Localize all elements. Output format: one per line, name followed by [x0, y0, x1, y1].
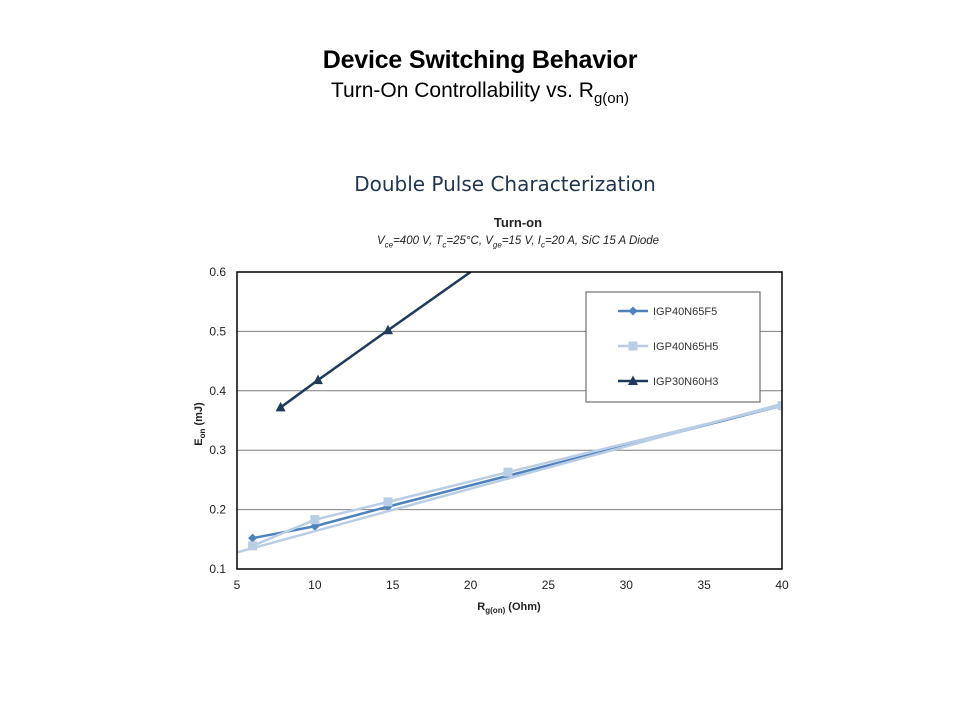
tick-labels: 0.1 0.2 0.3 0.4 0.5 0.6 5 10 15 20 25 30 35 40 — [209, 265, 789, 592]
data-point-igp40n65h5 — [503, 467, 513, 477]
y-tick-label: 0.2 — [209, 503, 226, 517]
legend-label-igp30n60h3: IGP30N60H3 — [653, 376, 718, 388]
data-point-igp40n65f5 — [248, 533, 258, 543]
legend-marker-igp40n65f5 — [628, 306, 638, 316]
y-tick-label: 0.6 — [209, 265, 226, 279]
cond-vce-value: =400 V, — [393, 235, 436, 247]
data-point-igp30n60h3 — [312, 374, 323, 385]
slide-subtitle-main: Turn-On Controllability vs. R — [331, 79, 594, 102]
x-tick-label: 25 — [542, 578, 556, 592]
chart-title: Turn-on — [493, 215, 543, 230]
cond-tc-sub: c — [442, 240, 447, 250]
legend-box — [585, 291, 761, 403]
y-tick-label: 0.5 — [209, 324, 226, 338]
legend-marker-igp30n60h3 — [628, 375, 638, 385]
data-point-igp40n65h5 — [777, 401, 782, 411]
plot-frame — [236, 271, 783, 570]
x-tick-label: 10 — [308, 578, 322, 592]
data-point-igp40n65h5 — [383, 497, 393, 507]
cond-tc-symbol: T — [435, 235, 443, 247]
x-axis-label: Rg(on) (Ohm) — [477, 601, 541, 615]
x-tick-label: 20 — [464, 578, 478, 592]
legend-label-igp40n65f5: IGP40N65F5 — [653, 306, 717, 318]
x-tick-label: 15 — [386, 578, 400, 592]
y-axis-label: Eon (mJ) — [193, 402, 207, 446]
chart-legend: IGP40N65F5 IGP40N65H5 IGP30N60H3 — [585, 291, 761, 403]
cond-vce-symbol: V — [376, 235, 385, 247]
data-point-igp40n65h5 — [310, 515, 320, 525]
data-point-igp30n60h3 — [383, 324, 394, 335]
cond-tc-value: =25°C, — [446, 235, 486, 247]
y-tick-label: 0.4 — [209, 384, 226, 398]
data-point-igp30n60h3 — [275, 401, 286, 412]
legend-marker-igp40n65h5 — [628, 341, 638, 351]
data-point-igp40n65h5 — [248, 541, 258, 551]
x-tick-label: 35 — [697, 578, 711, 592]
section-title: Double Pulse Characterization — [354, 172, 656, 196]
x-tick-label: 40 — [775, 578, 789, 592]
y-tick-label: 0.3 — [209, 443, 226, 457]
x-tick-label: 30 — [620, 578, 634, 592]
cond-ic-sub: c — [540, 240, 545, 250]
cond-vge-symbol: V — [485, 235, 493, 247]
series-layer — [237, 272, 782, 554]
legend-label-igp40n65h5: IGP40N65H5 — [653, 341, 718, 353]
slide-subtitle-sub: g(on) — [593, 90, 629, 107]
cond-vge-value: =15 V, — [501, 235, 538, 247]
x-tick-label: 5 — [234, 578, 241, 592]
series-line-igp30n60h3 — [279, 272, 472, 409]
cond-ic-value: =20 A, SiC 15 A Diode — [544, 235, 660, 247]
y-tick-label: 0.1 — [209, 562, 226, 576]
slide-subtitle: Turn-On Controllability vs. Rg(on) — [0, 79, 960, 107]
cond-ic-symbol: I — [537, 235, 541, 247]
cond-vge-sub: ge — [492, 240, 502, 250]
chart-conditions: Vce=400 V, Tc=25°C, Vge=15 V, Ic=20 A, S… — [0, 235, 960, 249]
slide-title: Device Switching Behavior — [322, 46, 638, 74]
cond-vce-sub: ce — [384, 240, 394, 250]
